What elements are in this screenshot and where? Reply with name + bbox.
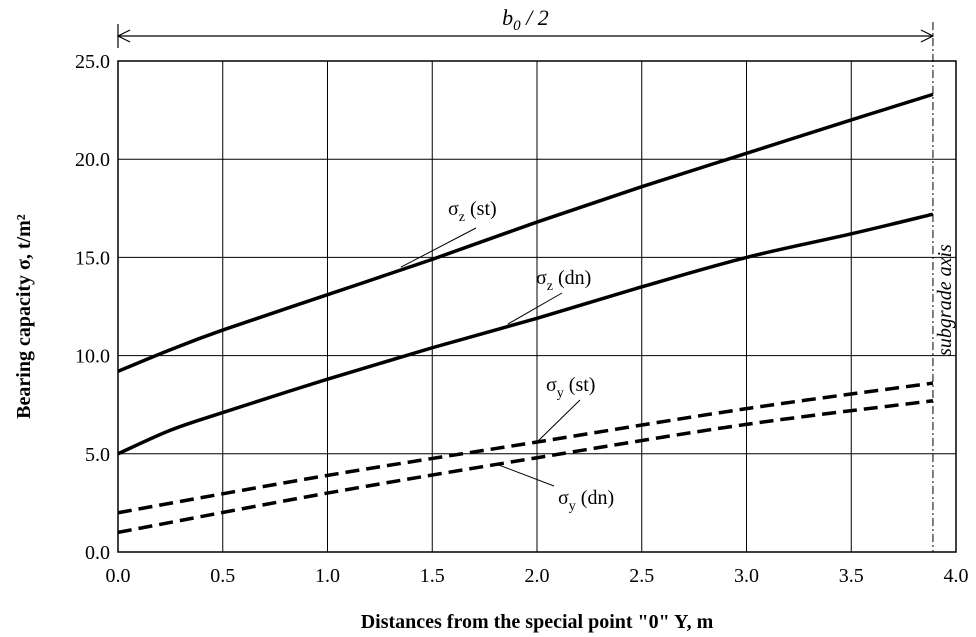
x-tick-label: 0.0 bbox=[106, 565, 131, 587]
x-tick-label: 4.0 bbox=[944, 565, 969, 587]
x-axis-title: Distances from the special point "0" Y, … bbox=[361, 611, 714, 633]
leader-line-3 bbox=[536, 399, 581, 443]
span-label-sub: 0 bbox=[513, 18, 521, 34]
top-span-annotation: b0 / 2 bbox=[116, 5, 935, 48]
span-label: b0 / 2 bbox=[502, 5, 549, 34]
y-tick-label: 20.0 bbox=[75, 149, 110, 171]
series-label-sigma: σ bbox=[546, 374, 557, 396]
series-label-4: σy (dn) bbox=[558, 487, 614, 514]
series-label-suffix: (st) bbox=[564, 374, 596, 396]
series-label-subscript: z bbox=[547, 279, 553, 294]
series-label-suffix: (st) bbox=[465, 198, 497, 220]
y-tick-label: 0.0 bbox=[85, 542, 110, 564]
leader-line-1 bbox=[400, 227, 477, 268]
y-tick-label: 15.0 bbox=[75, 247, 110, 269]
x-tick-label: 1.0 bbox=[315, 565, 340, 587]
x-tick-label: 1.5 bbox=[420, 565, 445, 587]
series-label-2: σz (dn) bbox=[536, 267, 591, 294]
series-label-suffix: (dn) bbox=[553, 267, 591, 289]
span-label-rest: / 2 bbox=[521, 5, 549, 30]
span-left-arrowhead bbox=[116, 29, 131, 43]
span-label-b: b bbox=[502, 5, 513, 30]
tick-labels: 0.0 0.5 1.0 1.5 2.0 2.5 3.0 3.5 4.0 0.0 5.0 10.0 15.… bbox=[75, 51, 969, 587]
series-line-2 bbox=[117, 212, 934, 456]
series-label-3: σy (st) bbox=[546, 374, 595, 401]
x-tick-label: 0.5 bbox=[210, 565, 235, 587]
series-label-subscript: z bbox=[459, 210, 465, 225]
x-tick-label: 2.0 bbox=[525, 565, 550, 587]
series-line-4 bbox=[117, 399, 934, 535]
series-label-sigma: σ bbox=[558, 487, 569, 509]
x-tick-label: 3.0 bbox=[734, 565, 759, 587]
span-right-arrowhead bbox=[920, 29, 935, 43]
leader-line-2 bbox=[507, 292, 563, 325]
series-label-subscript: y bbox=[569, 499, 576, 514]
grid-lines bbox=[118, 61, 956, 552]
series-line-3 bbox=[117, 381, 934, 515]
series-layer bbox=[117, 92, 934, 535]
series-label-suffix: (dn) bbox=[576, 487, 614, 509]
series-label-subscript: y bbox=[557, 386, 564, 401]
y-tick-label: 10.0 bbox=[75, 346, 110, 368]
plot-frame bbox=[117, 60, 957, 553]
x-tick-label: 2.5 bbox=[629, 565, 654, 587]
series-labels: σz (st)σz (dn)σy (st)σy (dn) bbox=[400, 198, 614, 514]
subgrade-axis-label: subgrade axis bbox=[934, 244, 956, 356]
series-line-1 bbox=[117, 92, 934, 373]
x-tick-label: 3.5 bbox=[839, 565, 864, 587]
series-label-sigma: σ bbox=[448, 198, 459, 220]
leader-line-4 bbox=[494, 463, 555, 487]
series-label-sigma: σ bbox=[536, 267, 547, 289]
y-tick-label: 5.0 bbox=[85, 444, 110, 466]
y-axis-title: Bearing capacity σ, t/m² bbox=[13, 214, 35, 419]
y-tick-label: 25.0 bbox=[75, 51, 110, 73]
series-label-1: σz (st) bbox=[448, 198, 497, 225]
